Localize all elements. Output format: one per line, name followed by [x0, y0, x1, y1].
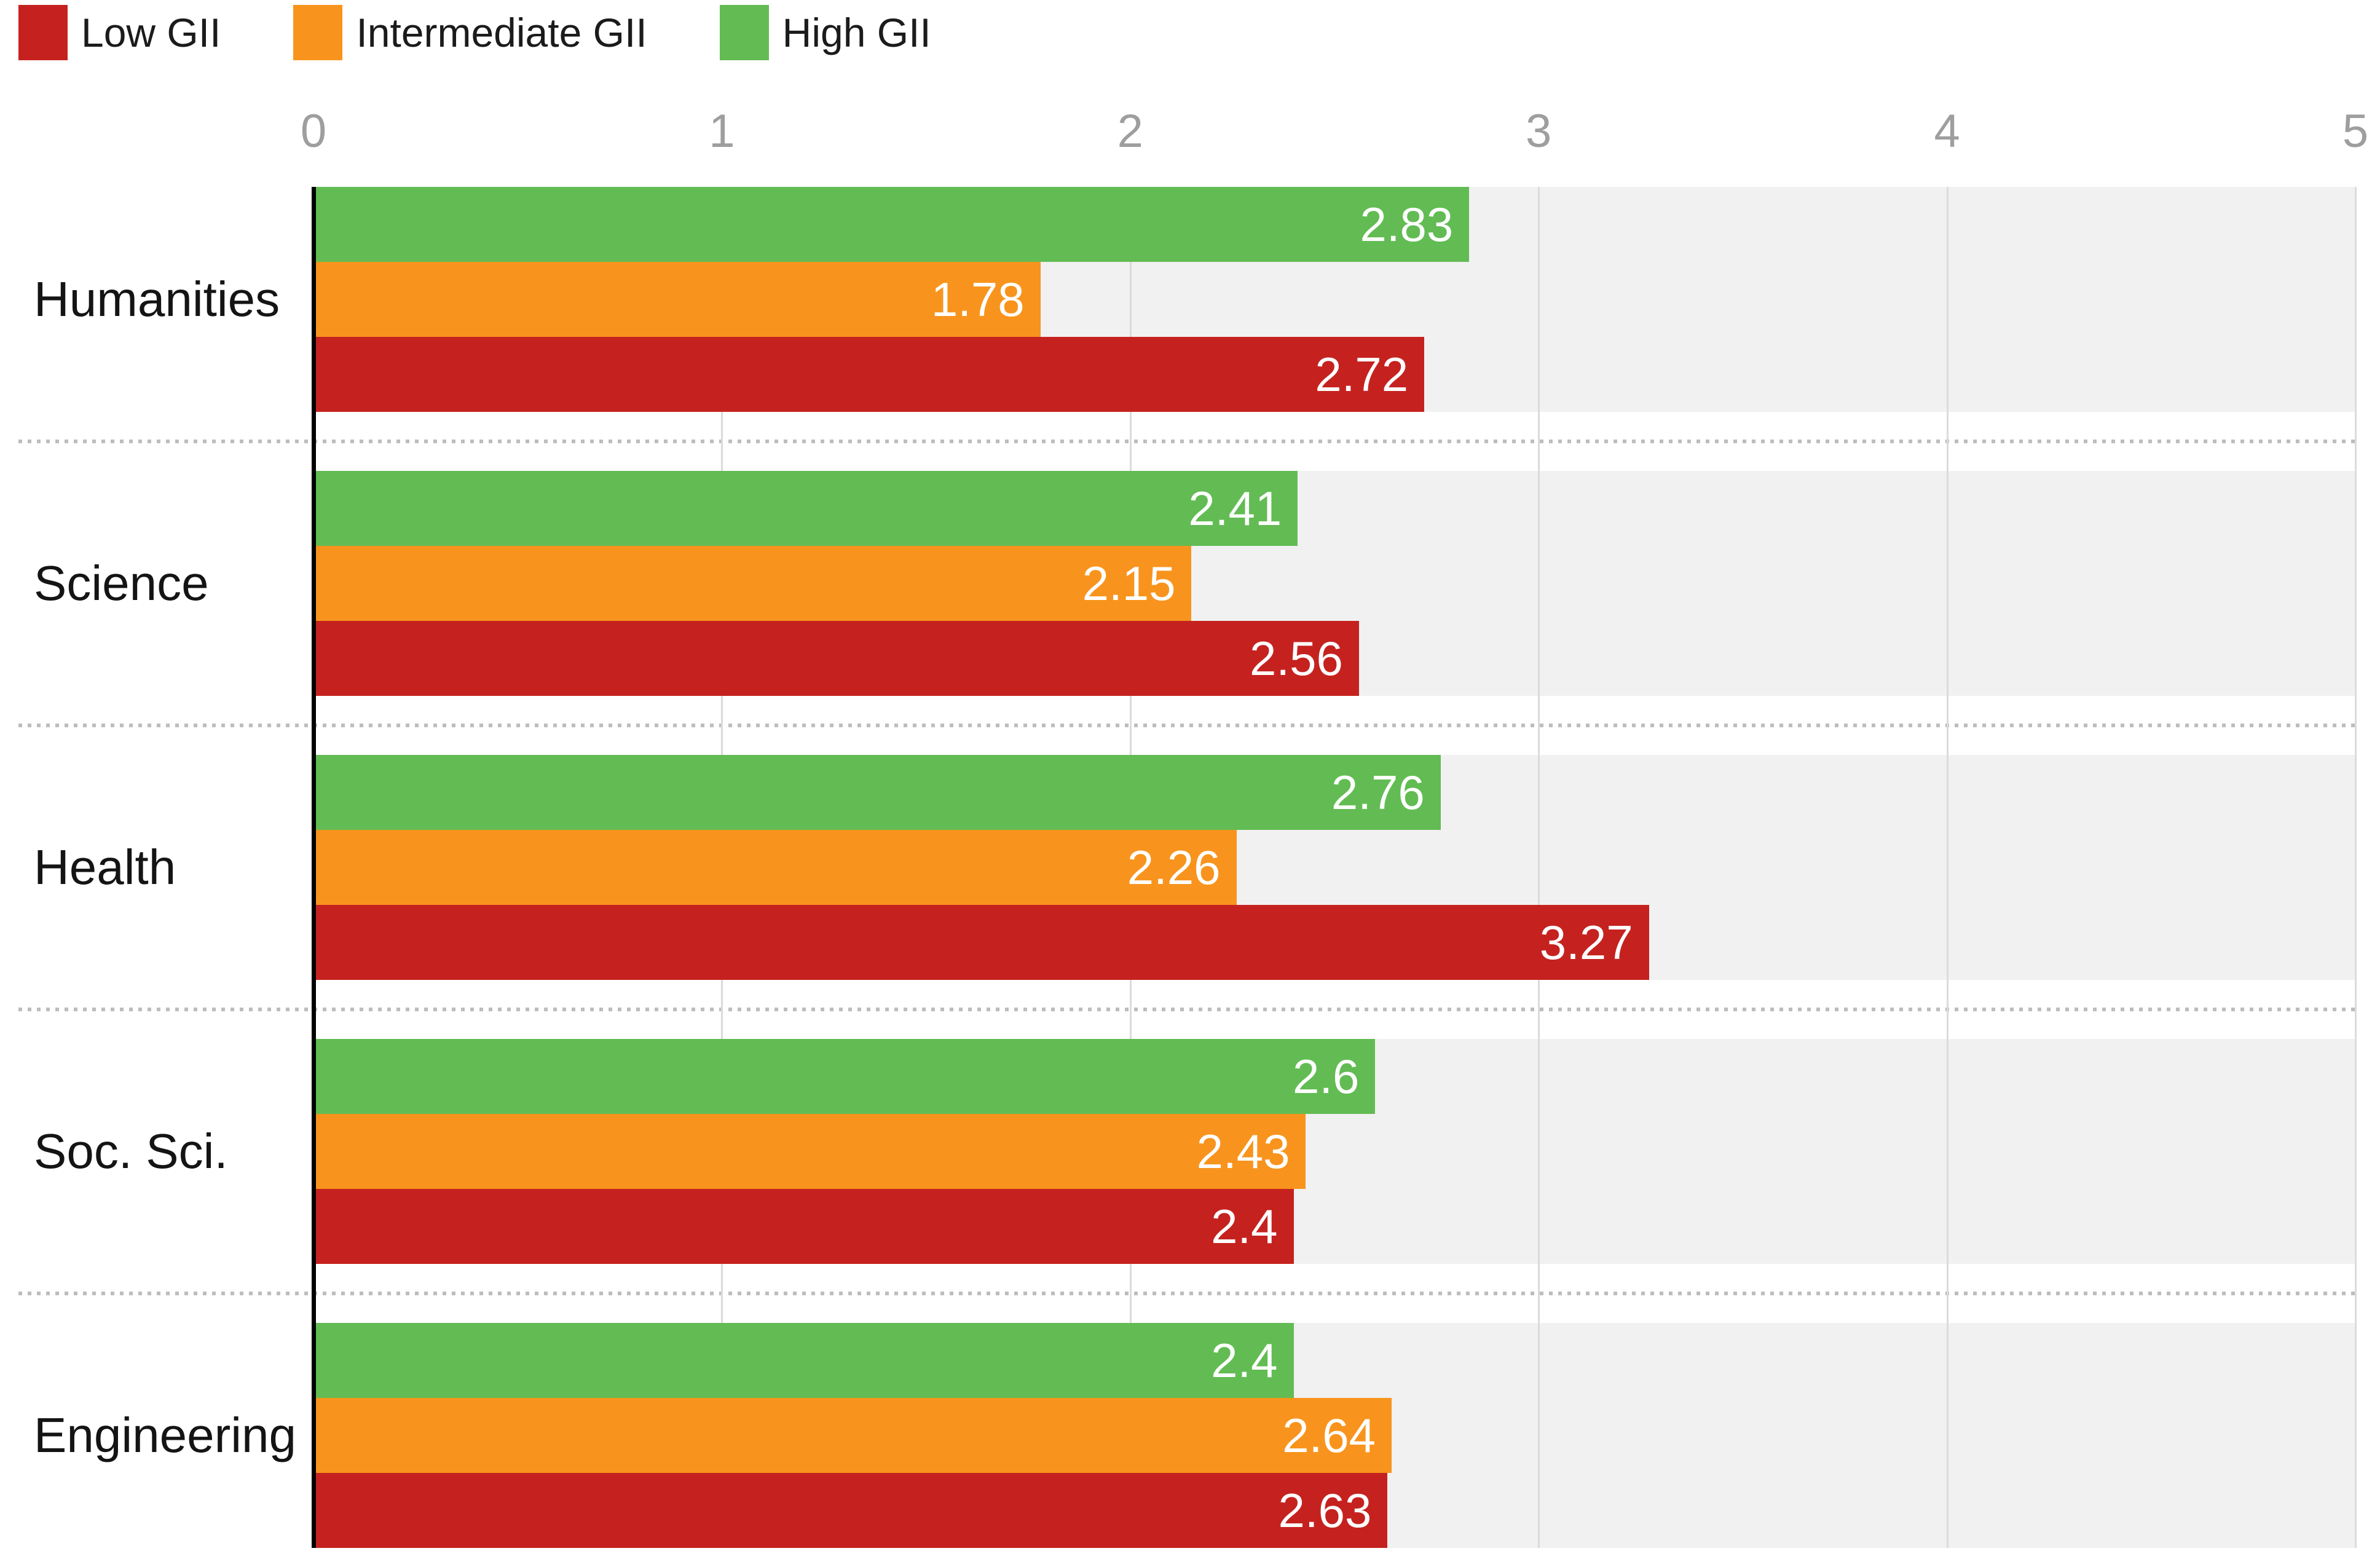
bar-humanities-low-gii: 2.72	[313, 337, 1425, 412]
bar-value-label: 2.6	[1293, 1049, 1360, 1103]
bar-value-label: 2.72	[1315, 347, 1409, 401]
legend-label: Low GII	[81, 10, 221, 55]
legend: Low GII Intermediate GII High GII	[18, 5, 931, 60]
category-label-health: Health	[34, 840, 176, 894]
gridline-x-5	[2355, 187, 2357, 1548]
x-tick-label-4: 4	[1934, 105, 1960, 157]
bar-engineering-intermediate-gii: 2.64	[313, 1398, 1392, 1473]
bar-value-label: 2.64	[1282, 1408, 1376, 1462]
legend-item-intermediate-gii: Intermediate GII	[293, 5, 647, 60]
category-label-humanities: Humanities	[34, 272, 280, 326]
bar-science-intermediate-gii: 2.15	[313, 546, 1192, 621]
group-separator	[18, 1292, 2355, 1295]
category-label-soc-sci: Soc. Sci.	[34, 1124, 228, 1178]
bar-engineering-high-gii: 2.4	[313, 1323, 1294, 1398]
x-tick-label-5: 5	[2342, 105, 2369, 157]
bar-humanities-high-gii: 2.83	[313, 187, 1470, 262]
bar-health-high-gii: 2.76	[313, 755, 1441, 830]
bar-value-label: 2.41	[1188, 481, 1282, 535]
x-tick-label-1: 1	[709, 105, 735, 157]
group-separator	[18, 440, 2355, 443]
high-gii-swatch-icon	[719, 5, 769, 60]
bar-value-label: 2.15	[1082, 556, 1176, 610]
bar-engineering-low-gii: 2.63	[313, 1473, 1388, 1548]
legend-item-high-gii: High GII	[719, 5, 931, 60]
category-label-engineering: Engineering	[34, 1408, 296, 1462]
category-label-science: Science	[34, 556, 209, 610]
bar-science-low-gii: 2.56	[313, 621, 1359, 696]
bar-value-label: 2.83	[1360, 197, 1454, 251]
intermediate-gii-swatch-icon	[293, 5, 343, 60]
bar-value-label: 3.27	[1539, 915, 1633, 969]
bar-value-label: 2.76	[1331, 765, 1425, 819]
legend-label: High GII	[782, 10, 931, 55]
y-axis-baseline	[312, 187, 316, 1548]
bar-soc-sci-high-gii: 2.6	[313, 1039, 1376, 1114]
gridline-x-3	[1538, 187, 1540, 1548]
bar-humanities-intermediate-gii: 1.78	[313, 262, 1041, 337]
plot-area: Humanities 2.83 1.78 2.72 Science 2.41 2.15 2.5…	[0, 187, 2380, 1551]
bar-health-intermediate-gii: 2.26	[313, 830, 1237, 905]
bar-value-label: 1.78	[931, 272, 1025, 326]
gridline-x-4	[1946, 187, 1949, 1548]
bar-soc-sci-low-gii: 2.4	[313, 1189, 1294, 1264]
x-axis: 0 1 2 3 4 5	[0, 105, 2380, 166]
legend-item-low-gii: Low GII	[18, 5, 221, 60]
bar-value-label: 2.56	[1250, 631, 1343, 685]
group-separator	[18, 724, 2355, 727]
low-gii-swatch-icon	[18, 5, 68, 60]
group-separator	[18, 1008, 2355, 1011]
x-tick-label-2: 2	[1117, 105, 1143, 157]
bar-value-label: 2.4	[1211, 1333, 1278, 1387]
bar-value-label: 2.43	[1196, 1124, 1290, 1178]
bar-science-high-gii: 2.41	[313, 471, 1298, 546]
legend-label: Intermediate GII	[356, 10, 647, 55]
x-tick-label-0: 0	[300, 105, 327, 157]
bar-soc-sci-intermediate-gii: 2.43	[313, 1114, 1306, 1189]
bar-value-label: 2.26	[1127, 840, 1221, 894]
bar-value-label: 2.63	[1278, 1483, 1372, 1537]
bar-health-low-gii: 3.27	[313, 905, 1649, 980]
x-tick-label-3: 3	[1526, 105, 1552, 157]
bar-value-label: 2.4	[1211, 1199, 1278, 1253]
